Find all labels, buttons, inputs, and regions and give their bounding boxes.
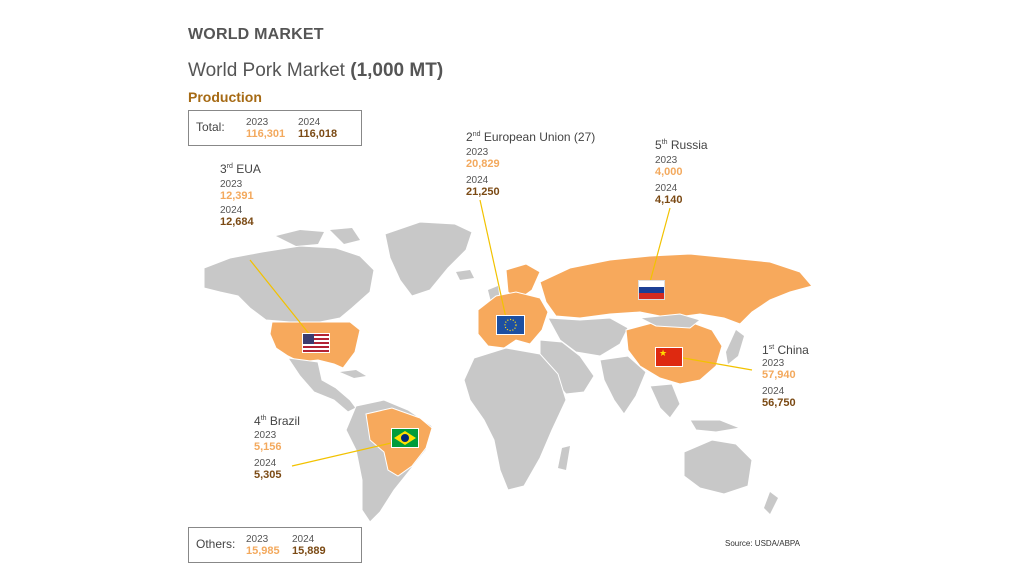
russia-name: 5th Russia — [655, 138, 708, 152]
leader-china — [671, 355, 753, 371]
greenland — [384, 221, 473, 297]
new-zealand — [764, 492, 778, 514]
leader-russia — [649, 207, 671, 283]
eu-value-2023: 20,829 — [466, 158, 500, 170]
mongolia — [638, 313, 702, 329]
arctic-islands — [276, 228, 360, 246]
brazil-flag — [391, 428, 419, 448]
australia — [683, 439, 753, 495]
china-name: 1st China — [762, 343, 809, 357]
label-eu: 2nd European Union (27) 2023 20,829 2024… — [466, 128, 595, 198]
others-value-2024: 15,889 — [292, 545, 326, 557]
total-year-2023: 2023 — [246, 117, 269, 128]
page-title: World Pork Market (1,000 MT) — [188, 60, 443, 82]
leader-eu — [479, 199, 507, 319]
russia-value-2024: 4,140 — [655, 194, 683, 206]
china-value-2023: 57,940 — [762, 369, 796, 381]
leader-usa — [249, 259, 315, 341]
china-flag: ★ — [655, 347, 683, 367]
brazil-name: 4th Brazil — [254, 414, 300, 428]
title-text: World Pork Market — [188, 60, 345, 81]
others-year-2024: 2024 — [292, 534, 315, 545]
subtitle-production: Production — [188, 89, 262, 105]
usa-name: 3rd EUA — [220, 162, 261, 176]
brazil-value-2023: 5,156 — [254, 441, 282, 453]
brazil-year-2023: 2023 — [254, 430, 277, 441]
brazil-year-2024: 2024 — [254, 458, 277, 469]
eu-value-2024: 21,250 — [466, 186, 500, 198]
canada — [203, 245, 375, 323]
others-value-2023: 15,985 — [246, 545, 280, 557]
russia-value-2023: 4,000 — [655, 166, 683, 178]
se-asia — [649, 383, 742, 433]
others-label: Others: — [196, 537, 236, 551]
mexico — [286, 357, 357, 413]
eu-flag — [496, 315, 525, 335]
usa-value-2023: 12,391 — [220, 190, 254, 202]
eu-name: 2nd European Union (27) — [466, 130, 596, 144]
russia-shape — [539, 253, 813, 325]
eu-year-2023: 2023 — [466, 147, 489, 158]
russia-year-2024: 2024 — [655, 183, 678, 194]
eu-year-2024: 2024 — [466, 175, 489, 186]
usa-year-2023: 2023 — [220, 179, 243, 190]
label-usa: 3rd EUA 2023 12,391 2024 12,684 — [220, 160, 261, 228]
total-value-2023: 116,301 — [246, 128, 286, 140]
leader-brazil — [291, 439, 405, 467]
leader-lines — [249, 199, 753, 467]
china-year-2023: 2023 — [762, 358, 785, 369]
madagascar — [558, 446, 570, 470]
others-year-2023: 2023 — [246, 534, 269, 545]
title-unit: (1,000 MT) — [350, 60, 444, 81]
section-title: WORLD MARKET — [188, 26, 324, 43]
total-box: Total: 2023 116,301 2024 116,018 — [188, 110, 362, 146]
scandinavia — [505, 263, 541, 301]
label-china: 1st China 2023 57,940 2024 56,750 — [762, 341, 809, 409]
usa-value-2024: 12,684 — [220, 216, 254, 228]
iceland — [456, 270, 474, 280]
caribbean — [340, 370, 366, 378]
china-year-2024: 2024 — [762, 386, 785, 397]
total-year-2024: 2024 — [298, 117, 321, 128]
russia-year-2023: 2023 — [655, 155, 678, 166]
total-value-2024: 116,018 — [298, 128, 338, 140]
india — [599, 355, 647, 415]
label-brazil: 4th Brazil 2023 5,156 2024 5,305 — [254, 412, 300, 481]
usa-year-2024: 2024 — [220, 205, 243, 216]
china-value-2024: 56,750 — [762, 397, 796, 409]
label-russia: 5th Russia 2023 4,000 2024 4,140 — [655, 136, 708, 206]
brazil-value-2024: 5,305 — [254, 469, 282, 481]
others-box: Others: 2023 15,985 2024 15,889 — [188, 527, 362, 563]
total-label: Total: — [196, 120, 225, 134]
russia-flag — [638, 280, 665, 300]
africa — [463, 347, 567, 491]
source-note: Source: USDA/ABPA — [725, 539, 800, 548]
japan — [726, 330, 744, 364]
usa-flag — [302, 333, 330, 353]
